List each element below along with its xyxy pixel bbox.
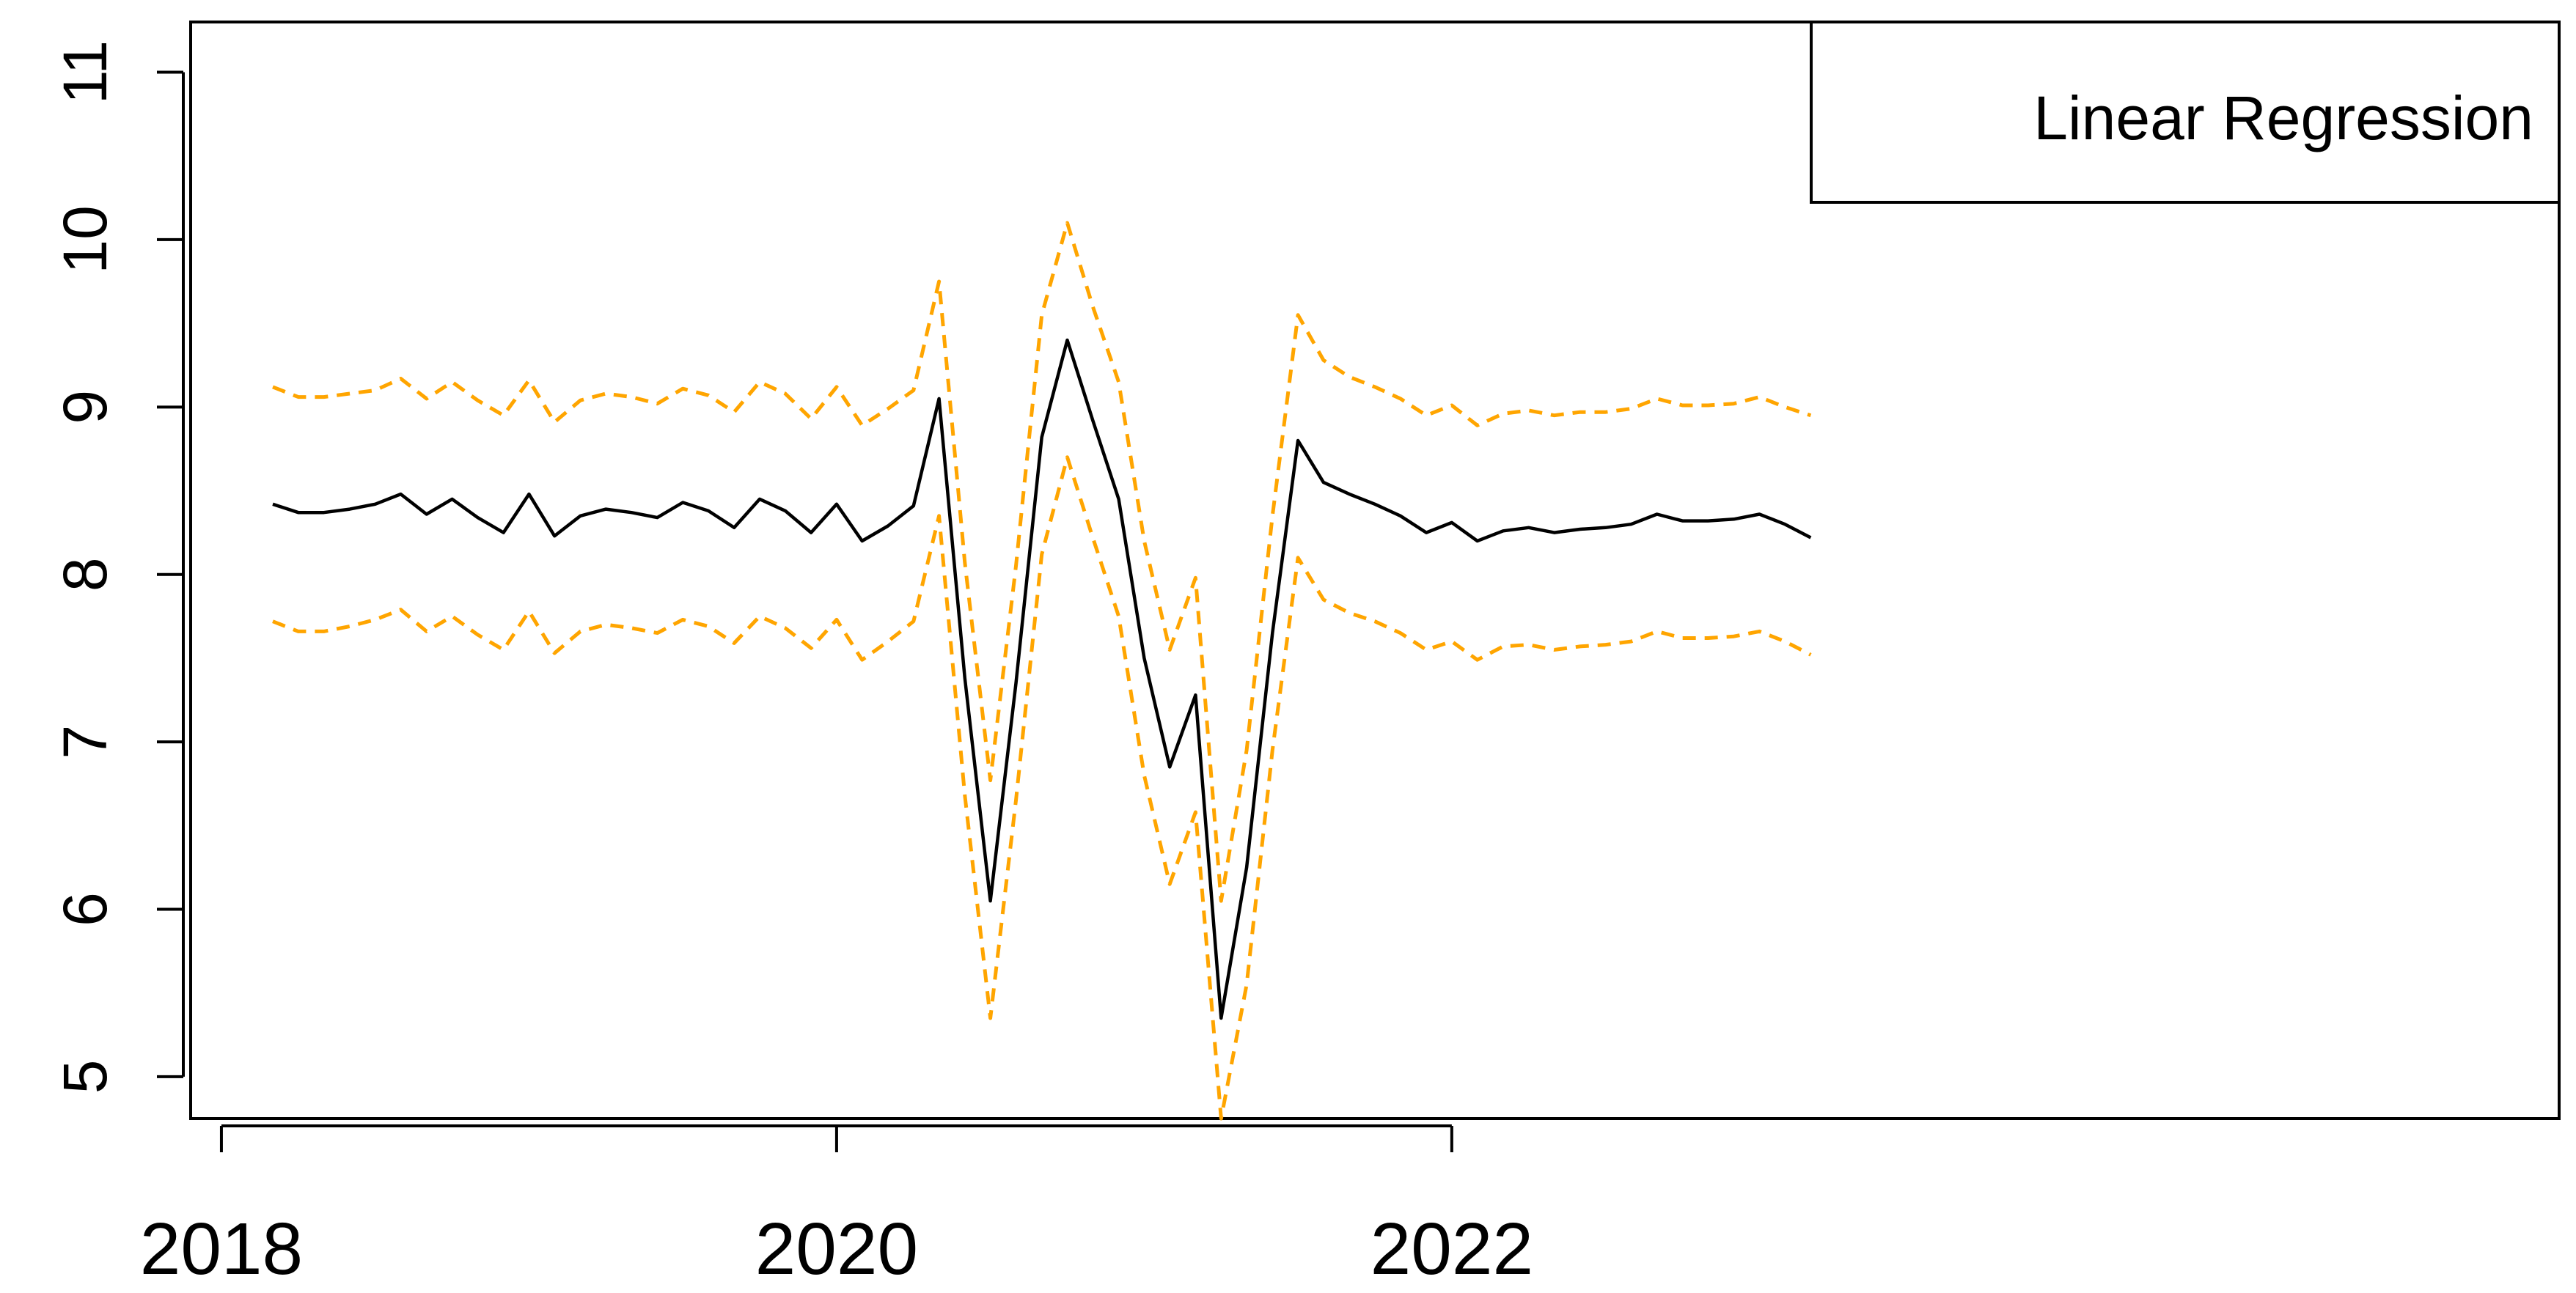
x-tick-label: 2022 — [1370, 1208, 1533, 1290]
series-layer — [272, 221, 1812, 1121]
y-axis: 5 6 7 8 9 10 11 — [51, 40, 185, 1094]
y-tick-label: 9 — [51, 390, 120, 424]
y-tick-label: 7 — [51, 725, 120, 759]
legend-label: Linear Regression — [2033, 84, 2533, 152]
fit-line — [272, 338, 1812, 1020]
x-tick-label: 2020 — [755, 1208, 918, 1290]
y-tick-label: 11 — [51, 40, 120, 104]
upper-bound-line — [272, 221, 1812, 903]
y-tick-label: 6 — [51, 892, 120, 927]
x-tick-label: 2018 — [140, 1208, 303, 1290]
x-axis: 2018 2020 2022 — [140, 1124, 1533, 1290]
legend-box — [1810, 21, 2561, 204]
lower-bound-line — [272, 455, 1812, 1121]
y-tick-label: 10 — [51, 205, 120, 273]
y-tick-label: 5 — [51, 1060, 120, 1094]
legend: Linear Regression — [1810, 21, 2561, 204]
plot-frame — [189, 21, 2561, 1120]
y-tick-label: 8 — [51, 557, 120, 592]
